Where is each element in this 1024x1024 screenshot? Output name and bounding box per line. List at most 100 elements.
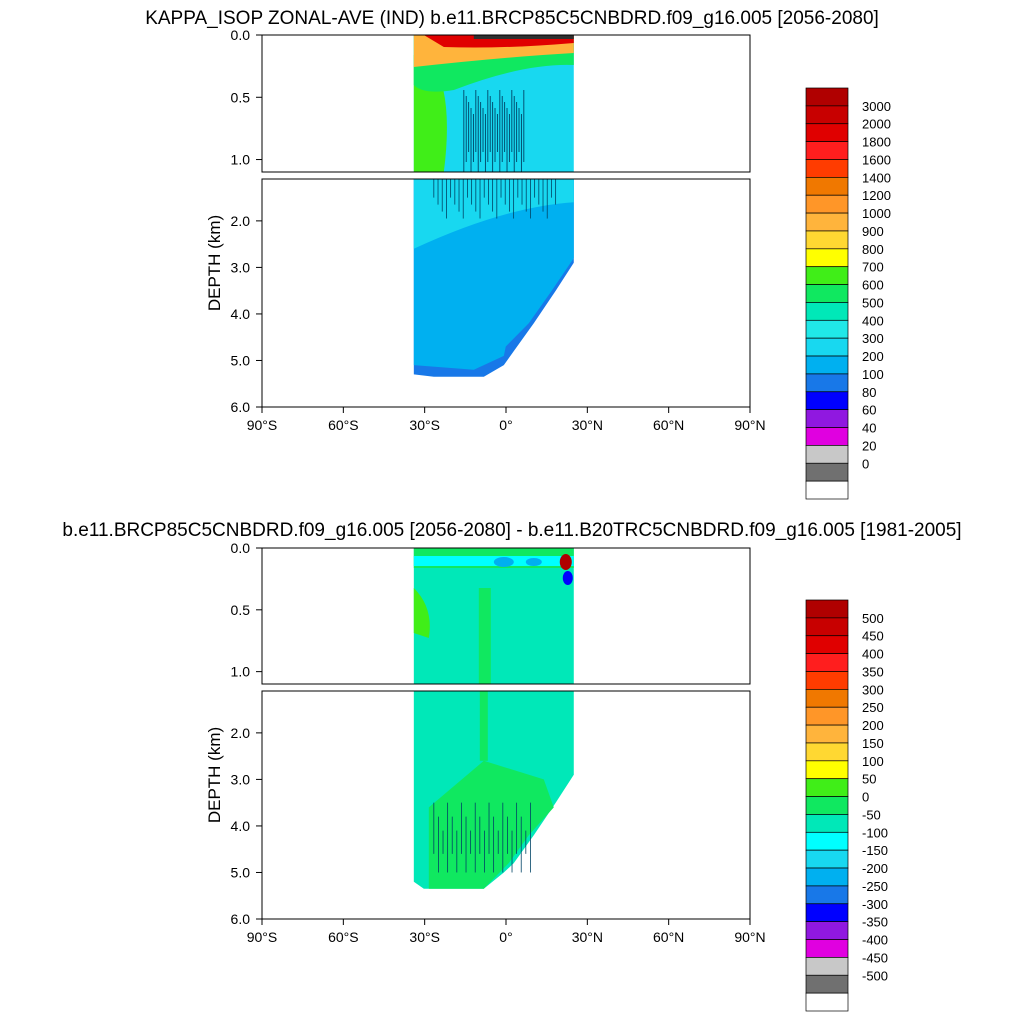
colorbar-swatch bbox=[805, 123, 849, 142]
x-tick-label: 90°N bbox=[734, 417, 765, 433]
colorbar-swatch bbox=[805, 319, 849, 339]
y-tick-label: 1.0 bbox=[231, 152, 251, 168]
field-upper-base bbox=[413, 548, 574, 684]
y-tick-label: 5.0 bbox=[231, 864, 251, 880]
colorbar-swatch bbox=[805, 194, 849, 214]
field-anomaly-neg bbox=[562, 571, 573, 585]
colorbar-label: 350 bbox=[862, 664, 884, 679]
chart-title-top: KAPPA_ISOP ZONAL-AVE (IND) b.e11.BRCP85C… bbox=[145, 8, 879, 29]
colorbar-label: 20 bbox=[862, 438, 876, 453]
x-tick-label: 60°S bbox=[328, 929, 359, 945]
colorbar-label: 200 bbox=[862, 349, 884, 364]
x-tick-label: 30°S bbox=[409, 929, 440, 945]
colorbar-swatch bbox=[805, 212, 849, 232]
colorbar-swatch bbox=[805, 480, 849, 500]
colorbar-label: 500 bbox=[862, 295, 884, 310]
x-tick-label: 90°S bbox=[247, 417, 278, 433]
colorbar-swatch bbox=[805, 391, 849, 411]
colorbar-swatch bbox=[805, 230, 849, 250]
colorbar-label: 700 bbox=[862, 260, 884, 275]
colorbar-swatch bbox=[805, 159, 849, 178]
colorbar-swatch bbox=[805, 939, 849, 958]
colorbar-swatch bbox=[805, 724, 849, 744]
y-tick-label: 0.0 bbox=[231, 27, 251, 43]
colorbar-swatch bbox=[805, 867, 849, 887]
field-anomaly-neg bbox=[493, 557, 514, 567]
colorbar-swatch bbox=[805, 284, 849, 303]
y-tick-label: 6.0 bbox=[231, 399, 251, 415]
colorbar-swatch bbox=[805, 849, 849, 869]
colorbar-swatch bbox=[805, 617, 849, 637]
colorbar-label: 1400 bbox=[862, 170, 891, 185]
colorbar-swatch bbox=[805, 105, 849, 125]
colorbar-label: -200 bbox=[862, 861, 888, 876]
colorbar-label: 900 bbox=[862, 224, 884, 239]
colorbar-swatch bbox=[805, 796, 849, 815]
y-tick-label: 1.0 bbox=[231, 664, 251, 680]
y-tick-label: 2.0 bbox=[231, 725, 251, 741]
y-tick-label: 0.5 bbox=[231, 89, 251, 105]
y-axis-label: DEPTH (km) bbox=[205, 215, 224, 311]
colorbar-swatch bbox=[805, 992, 849, 1012]
colorbar-swatch bbox=[805, 974, 849, 994]
colorbar-label: 1200 bbox=[862, 188, 891, 203]
field-green-plume bbox=[478, 588, 491, 684]
colorbar-label: 300 bbox=[862, 682, 884, 697]
colorbar-swatch bbox=[805, 706, 849, 726]
colorbar-swatch bbox=[805, 337, 849, 357]
y-tick-label: 0.0 bbox=[231, 540, 251, 556]
colorbar-label: -500 bbox=[862, 968, 888, 983]
colorbar-swatch bbox=[805, 409, 849, 428]
field-lower-upper bbox=[413, 179, 574, 249]
y-tick-label: 3.0 bbox=[231, 771, 251, 787]
colorbar-swatch bbox=[805, 141, 849, 160]
colorbar-label: 60 bbox=[862, 403, 876, 418]
field-lower-positive bbox=[428, 760, 554, 889]
colorbar-label: 250 bbox=[862, 700, 884, 715]
colorbar-label: 2000 bbox=[862, 117, 891, 132]
field-green-plume bbox=[479, 691, 488, 761]
colorbar-label: 150 bbox=[862, 736, 884, 751]
x-tick-label: 30°S bbox=[409, 417, 440, 433]
colorbar-label: 1000 bbox=[862, 206, 891, 221]
colorbar-label: 0 bbox=[862, 456, 869, 471]
colorbar-swatch bbox=[805, 653, 849, 672]
colorbar-swatch bbox=[805, 742, 849, 762]
colorbar-label: 80 bbox=[862, 385, 876, 400]
colorbar-swatch bbox=[805, 445, 849, 464]
field-west-green bbox=[413, 588, 430, 638]
y-tick-label: 2.0 bbox=[231, 213, 251, 229]
colorbar-swatch bbox=[805, 266, 849, 285]
colorbar-swatch bbox=[805, 635, 849, 654]
colorbar-swatch bbox=[805, 885, 849, 905]
colorbar-label: 1600 bbox=[862, 152, 891, 167]
colorbar-label: 100 bbox=[862, 367, 884, 382]
colorbar-label: -250 bbox=[862, 879, 888, 894]
colorbar-swatch bbox=[805, 248, 849, 268]
y-tick-label: 6.0 bbox=[231, 911, 251, 927]
colorbar-swatch bbox=[805, 688, 849, 708]
colorbar-swatch bbox=[805, 373, 849, 393]
y-tick-label: 4.0 bbox=[231, 818, 251, 834]
colorbar-label: 600 bbox=[862, 278, 884, 293]
colorbar-swatch bbox=[805, 760, 849, 780]
colorbar-label: 200 bbox=[862, 718, 884, 733]
colorbar-label: 800 bbox=[862, 242, 884, 257]
colorbar-label: -100 bbox=[862, 825, 888, 840]
colorbar-label: 400 bbox=[862, 647, 884, 662]
colorbar-swatch bbox=[805, 87, 849, 107]
colorbar-label: 1800 bbox=[862, 135, 891, 150]
colorbar-swatch bbox=[805, 957, 849, 976]
colorbar-swatch bbox=[805, 355, 849, 375]
colorbar-label: 50 bbox=[862, 772, 876, 787]
colorbar-swatch bbox=[805, 462, 849, 482]
colorbar-label: -450 bbox=[862, 950, 888, 965]
y-tick-label: 3.0 bbox=[231, 259, 251, 275]
colorbar-label: -50 bbox=[862, 807, 881, 822]
colorbar-swatch bbox=[805, 778, 849, 797]
field-surface-cyan bbox=[413, 556, 574, 566]
bottom-panel: 0.0 0.5 1.0 2.0 3.0 4.0 5.0 6.0 90°S 60°S 30°S 0° 30… bbox=[205, 540, 888, 1012]
x-tick-label: 0° bbox=[499, 417, 512, 433]
colorbar-swatch bbox=[805, 427, 849, 446]
